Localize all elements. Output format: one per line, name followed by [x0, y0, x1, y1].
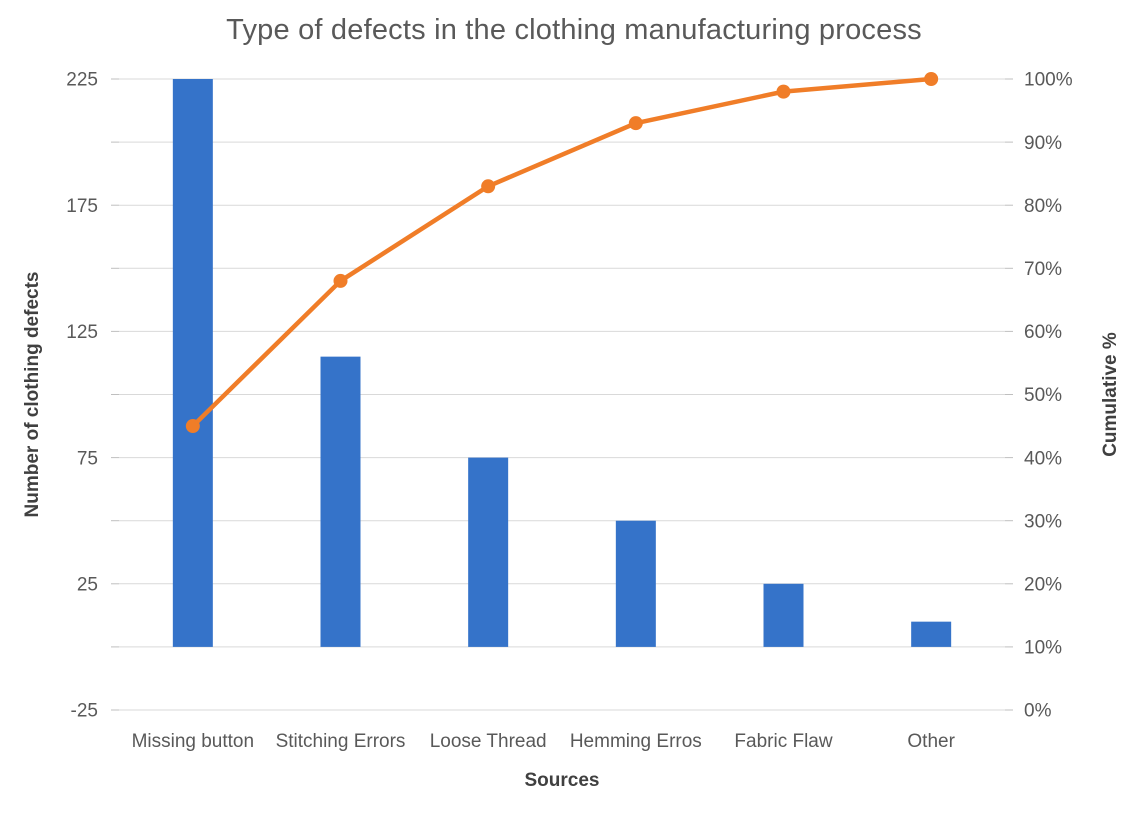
- x-axis-category-label: Stitching Errors: [276, 731, 406, 752]
- right-y-axis-title: Cumulative %: [1100, 332, 1121, 457]
- bar-hemming-erros: [615, 520, 656, 647]
- bar-other: [911, 621, 952, 647]
- right-axis-tick-label: 40%: [1024, 448, 1062, 469]
- right-axis-tick-label: 100%: [1024, 70, 1073, 91]
- right-axis-tick-label: 90%: [1024, 133, 1062, 154]
- right-axis-tick-label: 70%: [1024, 259, 1062, 280]
- cumulative-line: [190, 76, 934, 429]
- left-y-axis-title: Number of clothing defects: [22, 272, 43, 518]
- right-axis-tick-label: 50%: [1024, 385, 1062, 406]
- bar-fabric-flaw: [763, 583, 804, 647]
- bar-stitching-errors: [320, 356, 361, 647]
- right-axis-tick-label: 20%: [1024, 574, 1062, 595]
- right-axis-tick-label: 30%: [1024, 511, 1062, 532]
- bar-loose-thread: [468, 457, 509, 647]
- cumulative-point-6: [924, 72, 939, 86]
- left-axis-tick-label: 125: [66, 322, 98, 343]
- left-axis-tick-label: 75: [77, 448, 98, 469]
- right-axis-tick-label: 60%: [1024, 322, 1062, 343]
- bar-missing-button: [172, 79, 213, 647]
- left-axis-tick-label: 25: [77, 574, 98, 595]
- left-axis-tick-label: -25: [71, 701, 98, 722]
- right-axis-tick-label: 10%: [1024, 638, 1062, 659]
- cumulative-point-3: [481, 179, 496, 194]
- left-axis-tick-label: 225: [66, 70, 98, 91]
- cumulative-point-2: [333, 273, 348, 288]
- cumulative-point-5: [776, 84, 791, 99]
- x-axis-category-label: Fabric Flaw: [734, 731, 832, 752]
- cumulative-point-1: [185, 419, 200, 434]
- cumulative-point-4: [628, 116, 643, 131]
- chart-title: Type of defects in the clothing manufact…: [226, 14, 922, 46]
- right-axis-tick-label: 80%: [1024, 196, 1062, 217]
- left-axis-tick-label: 175: [66, 196, 98, 217]
- right-axis-tick-label: 0%: [1024, 701, 1052, 722]
- x-axis-title: Sources: [525, 770, 600, 791]
- x-axis-category-label: Loose Thread: [430, 731, 547, 752]
- x-axis-category-label: Hemming Erros: [570, 731, 702, 752]
- x-axis-category-label: Other: [907, 731, 955, 752]
- x-axis-category-label: Missing button: [132, 731, 255, 752]
